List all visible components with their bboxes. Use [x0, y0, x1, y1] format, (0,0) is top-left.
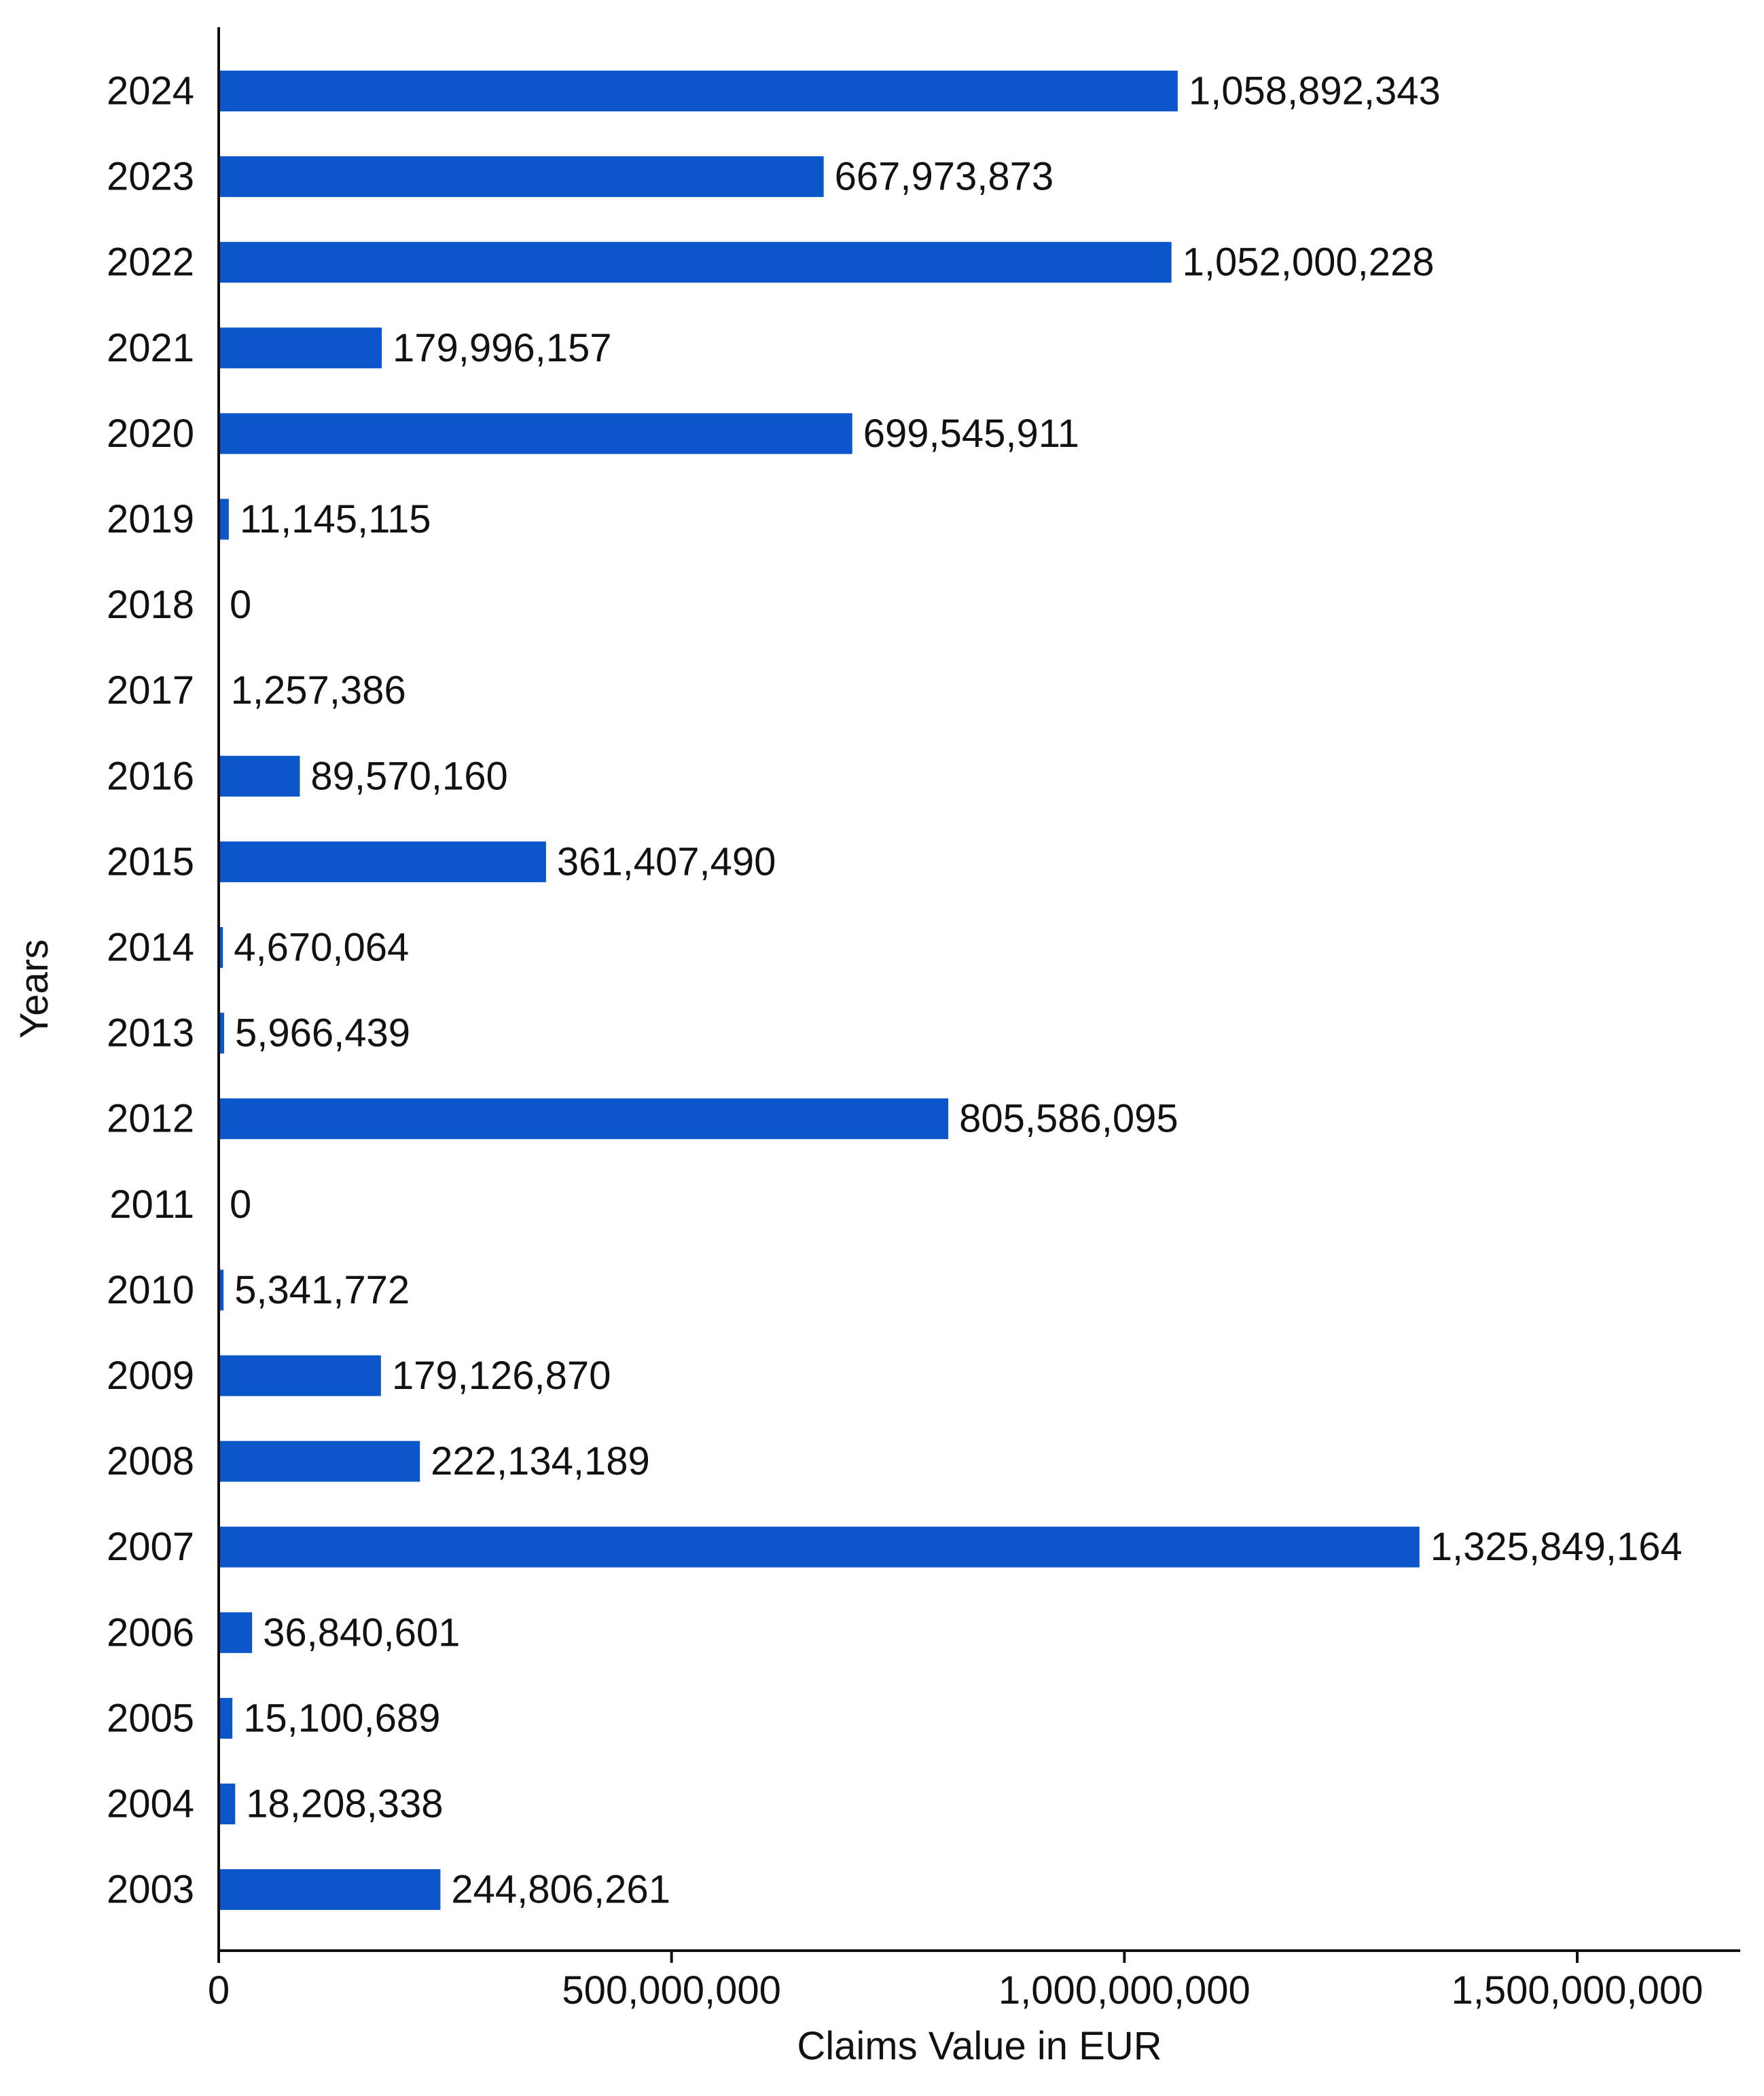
bar-2003 [219, 1869, 441, 1911]
value-label-2006: 36,840,601 [263, 1610, 460, 1655]
y-tick-label-2019: 2019 [107, 497, 194, 541]
bar-2007 [219, 1526, 1420, 1568]
y-axis-title: Years [12, 939, 56, 1038]
bar-2013 [219, 1013, 224, 1054]
bar-2020 [219, 413, 852, 454]
value-label-2012: 805,586,095 [959, 1097, 1178, 1141]
y-tick-label-2010: 2010 [107, 1268, 194, 1312]
y-tick-label-2023: 2023 [107, 155, 194, 199]
bar-2014 [219, 927, 223, 968]
y-tick-label-2007: 2007 [107, 1525, 194, 1569]
value-label-2024: 1,058,892,343 [1189, 69, 1441, 113]
value-label-2023: 667,973,873 [835, 155, 1054, 199]
y-tick-label-2017: 2017 [107, 668, 194, 712]
bar-2023 [219, 156, 824, 198]
value-label-2014: 4,670,064 [234, 926, 409, 970]
y-axis-tick-labels: 2024 2023 2022 2021 2020 2019 2018 2017 2016 2015… [107, 69, 194, 1912]
y-tick-label-2009: 2009 [107, 1354, 194, 1398]
value-label-2017: 1,257,386 [231, 668, 406, 712]
value-label-2008: 222,134,189 [431, 1439, 650, 1483]
bar-2016 [219, 755, 300, 797]
bar-2015 [219, 841, 546, 882]
y-tick-label-2020: 2020 [107, 412, 194, 456]
y-tick-label-2024: 2024 [107, 69, 194, 113]
value-label-2004: 18,208,338 [246, 1782, 443, 1826]
bar-2008 [219, 1441, 420, 1482]
x-axis-ticks: 0 500,000,000 1,000,000,000 1,500,000,000 [208, 1951, 1704, 2012]
y-tick-label-2021: 2021 [107, 326, 194, 370]
value-labels-group: 1,058,892,343 667,973,873 1,052,000,228 179… [230, 69, 1682, 1912]
bar-2004 [219, 1784, 236, 1824]
value-label-2011: 0 [230, 1182, 251, 1227]
value-label-2010: 5,341,772 [234, 1268, 410, 1312]
y-tick-label-2013: 2013 [107, 1011, 194, 1055]
bar-2005 [219, 1697, 233, 1739]
value-label-2005: 15,100,689 [243, 1696, 440, 1740]
value-label-2021: 179,996,157 [393, 326, 612, 370]
value-label-2022: 1,052,000,228 [1183, 240, 1435, 285]
bars-group [219, 71, 1420, 1911]
y-tick-label-2005: 2005 [107, 1696, 194, 1740]
value-label-2003: 244,806,261 [451, 1868, 670, 1912]
value-label-2009: 179,126,870 [392, 1354, 611, 1398]
x-tick-label-0: 0 [208, 1968, 230, 2012]
y-tick-label-2011: 2011 [109, 1182, 194, 1227]
bar-2022 [219, 242, 1172, 283]
bar-2012 [219, 1098, 949, 1140]
y-tick-label-2018: 2018 [107, 583, 194, 627]
value-label-2020: 699,545,911 [863, 412, 1079, 456]
y-tick-label-2003: 2003 [107, 1868, 194, 1912]
x-axis-title: Claims Value in EUR [797, 2024, 1162, 2068]
y-tick-label-2004: 2004 [107, 1782, 194, 1826]
bar-2021 [219, 327, 382, 369]
y-tick-label-2012: 2012 [107, 1097, 194, 1141]
value-label-2007: 1,325,849,164 [1430, 1525, 1682, 1569]
value-label-2016: 89,570,160 [310, 754, 507, 798]
value-label-2013: 5,966,439 [235, 1011, 410, 1055]
value-label-2015: 361,407,490 [557, 839, 776, 884]
bar-2010 [219, 1269, 224, 1311]
x-tick-label-1: 500,000,000 [562, 1968, 781, 2012]
bar-2006 [219, 1612, 253, 1653]
bar-2024 [219, 71, 1178, 111]
value-label-2018: 0 [230, 583, 251, 627]
y-tick-label-2022: 2022 [107, 240, 194, 285]
y-tick-label-2015: 2015 [107, 839, 194, 884]
y-tick-label-2008: 2008 [107, 1439, 194, 1483]
y-tick-label-2014: 2014 [107, 926, 194, 970]
bar-2009 [219, 1355, 381, 1396]
y-tick-label-2016: 2016 [107, 754, 194, 798]
x-tick-label-2: 1,000,000,000 [998, 1968, 1250, 2012]
bar-2019 [219, 499, 229, 540]
value-label-2019: 11,145,115 [240, 497, 431, 541]
y-tick-label-2006: 2006 [107, 1610, 194, 1655]
x-tick-label-3: 1,500,000,000 [1452, 1968, 1704, 2012]
